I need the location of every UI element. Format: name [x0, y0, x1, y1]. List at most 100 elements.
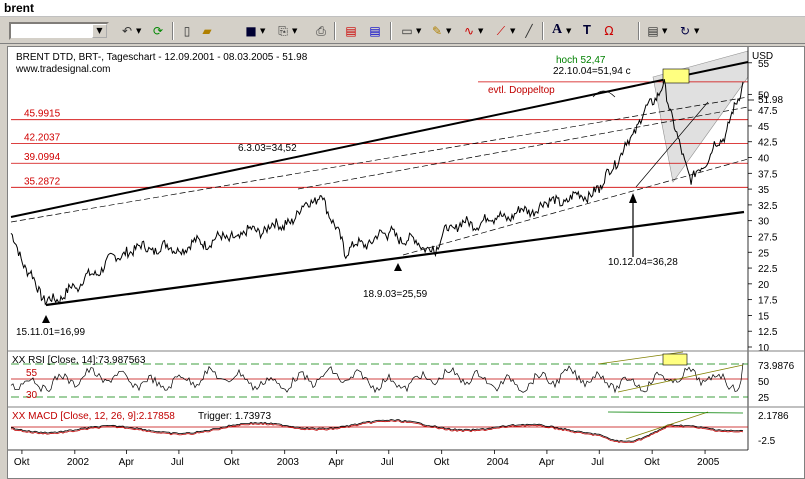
dashed-trendline-3 [402, 158, 749, 256]
chevron-down-icon[interactable]: ▼ [694, 27, 700, 35]
time-axis-label: Okt [224, 457, 240, 468]
print-icon[interactable]: ⎙ [316, 24, 326, 38]
chevron-down-icon[interactable]: ▼ [662, 27, 668, 35]
price-tick-label: 12.5 [758, 327, 778, 338]
chevron-down-icon[interactable]: ▼ [260, 27, 266, 35]
chart2-icon[interactable]: ▤ [369, 24, 381, 38]
rsi-line [10, 362, 744, 394]
chevron-down-icon[interactable]: ▼ [566, 27, 572, 35]
price-tick-label: 45 [758, 122, 770, 133]
price-series-line [10, 78, 744, 306]
symbol-combo[interactable]: ▼ [9, 22, 109, 40]
last-price-label: 51.98 [758, 95, 783, 106]
chevron-down-icon[interactable]: ▼ [136, 27, 142, 35]
price-tick-label: 15 [758, 311, 770, 322]
level-label: 45.9915 [24, 109, 61, 120]
annotation-sep03: 18.9.03=25,59 [363, 289, 428, 300]
rsi-panel[interactable]: XX RSI [Close, 14]:73.987563 55 30 73.98… [10, 351, 795, 404]
chart-header: BRENT DTD, BRT-, Tageschart - 12.09.2001… [16, 52, 308, 63]
price-tick-label: 30 [758, 217, 770, 228]
open-icon[interactable]: ▰ [202, 24, 212, 38]
chevron-down-icon[interactable]: ▼ [446, 27, 452, 35]
price-tick-label: 32.5 [758, 201, 778, 212]
magnet-icon[interactable]: Ω [604, 24, 614, 38]
rsi-tick-50: 50 [758, 377, 770, 388]
price-tick-label: 37.5 [758, 169, 778, 180]
annotation-mar03: 6.3.03=34,52 [238, 143, 297, 154]
toolbar: ▼ ↶ ▼ ⟳ ▯ ▰ ■ ▼ ⎘ ▼ ⎙ ▤ ▤ ▭ ▼ ✎ ▼ ∿ ▼ ⟋ … [0, 18, 805, 44]
arrow-up-icon [629, 193, 637, 203]
lower-trendline [45, 210, 745, 307]
time-axis-label: Jul [591, 457, 604, 468]
text-icon[interactable]: A [551, 22, 563, 37]
time-axis-label: Apr [119, 457, 135, 468]
time-axis-label: Okt [14, 457, 30, 468]
dashed-trendline-1 [10, 96, 749, 223]
rsi-last-label: 73.9876 [758, 361, 795, 372]
time-axis-label: 2004 [487, 457, 510, 468]
price-tick-label: 27.5 [758, 232, 778, 243]
annotation-hoch: hoch 52,47 [556, 55, 606, 66]
annotation-dec04: 10.12.04=36,28 [608, 257, 678, 268]
macd-panel[interactable]: XX MACD [Close, 12, 26, 9]:2.17858 Trigg… [11, 411, 789, 447]
level-labels: 45.9915 42.2037 39.0994 35.2872 [24, 109, 61, 188]
level-label: 35.2872 [24, 176, 61, 187]
copy-icon[interactable]: ⎘ [278, 24, 288, 38]
arrow-up-icon [42, 315, 50, 323]
chevron-down-icon[interactable]: ▼ [292, 27, 298, 35]
chart-icon[interactable]: ▤ [345, 24, 357, 38]
undo-icon[interactable]: ↶ [121, 24, 133, 38]
annotation-hoch-date: 22.10.04=51,94 c [553, 66, 631, 77]
macd-trendline [625, 411, 709, 440]
chevron-down-icon[interactable]: ▼ [416, 27, 422, 35]
tools-icon[interactable]: ✎ [431, 24, 443, 38]
macd-trigger-line [11, 420, 744, 443]
level-label: 39.0994 [24, 152, 61, 163]
time-axis: Okt 2002 Apr Jul Okt 2003 Apr Jul Okt 2004 Apr Jul O… [14, 450, 720, 468]
window-icon[interactable]: ▭ [401, 24, 413, 38]
price-tick-label: 25 [758, 248, 770, 259]
chart-source: www.tradesignal.com [15, 64, 110, 75]
macd-trigger: Trigger: 1.73973 [198, 411, 271, 422]
refresh-icon[interactable]: ⟳ [152, 24, 164, 38]
drawing-icon[interactable]: ⟋ [496, 24, 506, 38]
macd-last-label: 2.1786 [758, 411, 789, 422]
annotation-nov01: 15.11.01=16,99 [16, 327, 85, 338]
chart-window[interactable]: BRENT DTD, BRT-, Tageschart - 12.09.2001… [7, 46, 805, 479]
rsi-level-55: 55 [26, 368, 38, 379]
time-axis-label: Jul [171, 457, 184, 468]
price-tick-label: 20 [758, 280, 770, 291]
studies-icon[interactable]: ∿ [463, 24, 475, 38]
line-icon[interactable]: ╱ [525, 24, 533, 38]
price-tick-label: 50 [758, 90, 770, 101]
rsi-trendline [617, 364, 744, 393]
annotation-arrows [42, 193, 637, 323]
chart-canvas[interactable]: BRENT DTD, BRT-, Tageschart - 12.09.2001… [8, 47, 804, 478]
price-tick-label: 47.5 [758, 106, 778, 117]
chevron-down-icon[interactable]: ▼ [478, 27, 484, 35]
macd-trendline [607, 411, 744, 414]
time-axis-label: Apr [539, 457, 555, 468]
chevron-down-icon[interactable]: ▼ [92, 24, 107, 38]
macd-tick: -2.5 [758, 436, 776, 447]
redo-icon[interactable]: ↻ [679, 24, 691, 38]
time-axis-label: Okt [644, 457, 660, 468]
page-icon[interactable]: ▤ [647, 24, 659, 38]
time-axis-label: 2002 [67, 457, 90, 468]
new-doc-icon[interactable]: ▯ [183, 24, 191, 38]
target-box[interactable] [662, 68, 690, 84]
time-axis-label: Okt [434, 457, 450, 468]
annotation-doppeltop: evtl. Doppeltop [488, 85, 555, 96]
level-label: 42.2037 [24, 133, 61, 144]
rsi-tick-25: 25 [758, 393, 770, 404]
text-tool-icon[interactable]: T [583, 22, 591, 37]
upper-trendline [10, 61, 749, 218]
time-axis-label: Apr [328, 457, 344, 468]
chevron-down-icon[interactable]: ▼ [510, 27, 516, 35]
doppeltop-arc [592, 90, 616, 98]
save-icon[interactable]: ■ [245, 24, 257, 38]
price-tick-label: 10 [758, 343, 770, 354]
rsi-header: XX RSI [Close, 14]:73.987563 [12, 355, 146, 366]
price-tick-label: 55 [758, 59, 770, 70]
macd-header: XX MACD [Close, 12, 26, 9]:2.17858 [12, 411, 175, 422]
